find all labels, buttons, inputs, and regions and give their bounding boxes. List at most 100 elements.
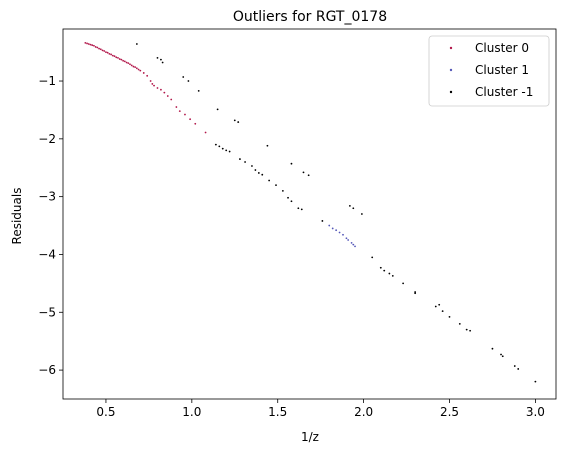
data-point-series-2	[321, 220, 324, 222]
data-point-series-2	[438, 303, 441, 306]
data-point-series-2	[379, 266, 382, 269]
data-point-series-0	[130, 64, 133, 67]
data-point-series-0	[127, 62, 130, 65]
data-point-series-2	[266, 144, 269, 147]
data-point-series-0	[103, 50, 106, 52]
data-point-series-2	[414, 292, 417, 295]
data-point-series-0	[137, 68, 140, 71]
data-point-series-0	[89, 43, 92, 46]
y-tick-label: −3	[38, 190, 56, 204]
data-point-series-2	[352, 207, 355, 210]
data-point-series-0	[166, 95, 169, 97]
data-point-series-2	[187, 80, 190, 82]
data-point-series-1	[338, 231, 341, 234]
y-tick-label: −1	[38, 74, 56, 88]
data-point-series-1	[352, 243, 355, 246]
data-point-series-0	[96, 46, 99, 49]
data-point-series-0	[163, 91, 166, 94]
data-point-series-2	[281, 189, 284, 192]
data-point-series-0	[151, 83, 154, 85]
data-point-series-0	[125, 61, 128, 64]
data-point-series-0	[120, 58, 123, 61]
data-point-series-0	[189, 118, 192, 121]
data-point-series-0	[94, 46, 97, 48]
data-point-series-0	[184, 113, 186, 116]
data-point-series-2	[182, 76, 185, 78]
x-tick-label: 2.5	[440, 405, 459, 419]
data-point-series-2	[233, 119, 236, 122]
data-point-series-1	[345, 237, 348, 240]
data-point-series-0	[115, 56, 118, 59]
data-point-series-2	[513, 365, 516, 367]
data-point-series-2	[244, 161, 246, 163]
data-point-series-2	[297, 207, 300, 210]
data-point-series-2	[237, 121, 240, 123]
data-point-series-0	[99, 48, 102, 51]
y-tick-label: −2	[38, 132, 56, 146]
data-point-series-2	[216, 108, 219, 111]
data-point-series-2	[290, 162, 293, 165]
data-point-series-1	[354, 245, 356, 248]
data-point-series-2	[225, 149, 228, 152]
data-point-series-2	[254, 169, 257, 171]
data-point-series-1	[350, 242, 353, 244]
y-tick-label: −4	[38, 247, 56, 261]
data-point-series-2	[441, 310, 444, 313]
data-point-series-0	[178, 110, 181, 112]
data-point-series-0	[149, 80, 152, 82]
data-point-series-0	[194, 122, 197, 125]
y-axis-ticks: −1 −2 −3 −4 −5 −6	[38, 74, 63, 377]
x-tick-label: 2.0	[354, 405, 373, 419]
data-point-series-2	[161, 61, 164, 64]
data-point-series-2	[239, 158, 241, 160]
data-point-series-1	[342, 233, 344, 236]
data-point-series-2	[275, 184, 277, 186]
legend-label: Cluster 1	[475, 63, 529, 77]
legend-marker	[449, 68, 453, 72]
data-point-series-2	[300, 208, 303, 211]
points-layer	[84, 41, 537, 383]
x-tick-label: 3.0	[526, 405, 545, 419]
data-point-series-1	[328, 224, 331, 227]
data-point-series-0	[175, 106, 178, 108]
data-point-series-2	[302, 171, 305, 174]
data-point-series-2	[402, 282, 405, 285]
data-point-series-2	[360, 213, 363, 215]
data-point-series-2	[228, 150, 231, 153]
data-point-series-2	[307, 174, 310, 177]
legend-marker	[449, 46, 453, 50]
data-point-series-2	[287, 196, 289, 199]
x-tick-label: 0.5	[96, 405, 115, 419]
x-axis-ticks: 0.5 1.0 1.5 2.0 2.5 3.0	[96, 399, 545, 419]
y-tick-label: −5	[38, 305, 56, 319]
data-point-series-0	[134, 66, 137, 69]
legend: Cluster 0 Cluster 1 Cluster -1	[428, 35, 550, 107]
legend-box	[428, 35, 550, 107]
data-point-series-0	[123, 60, 126, 63]
data-point-series-0	[129, 63, 131, 66]
legend-marker	[449, 90, 453, 94]
data-point-series-2	[257, 172, 260, 174]
data-point-series-2	[135, 43, 138, 45]
data-point-series-0	[139, 69, 142, 72]
data-point-series-2	[448, 316, 451, 318]
x-axis-label: 1/z	[301, 430, 319, 444]
y-axis-label: Residuals	[10, 188, 24, 245]
data-point-series-0	[98, 47, 100, 50]
data-point-series-0	[160, 88, 162, 91]
data-point-series-0	[122, 59, 125, 62]
data-point-series-0	[105, 51, 107, 54]
data-point-series-2	[391, 274, 394, 277]
data-point-series-0	[113, 55, 116, 58]
data-point-series-2	[261, 173, 264, 176]
y-tick-label: −6	[38, 363, 56, 377]
data-point-series-0	[170, 98, 173, 101]
data-point-series-0	[132, 65, 135, 68]
data-point-series-0	[108, 52, 111, 55]
data-point-series-0	[87, 43, 90, 45]
data-point-series-2	[156, 57, 159, 59]
plot-frame	[62, 28, 557, 400]
data-point-series-2	[458, 322, 461, 325]
data-point-series-0	[146, 74, 149, 77]
data-point-series-2	[383, 269, 386, 272]
